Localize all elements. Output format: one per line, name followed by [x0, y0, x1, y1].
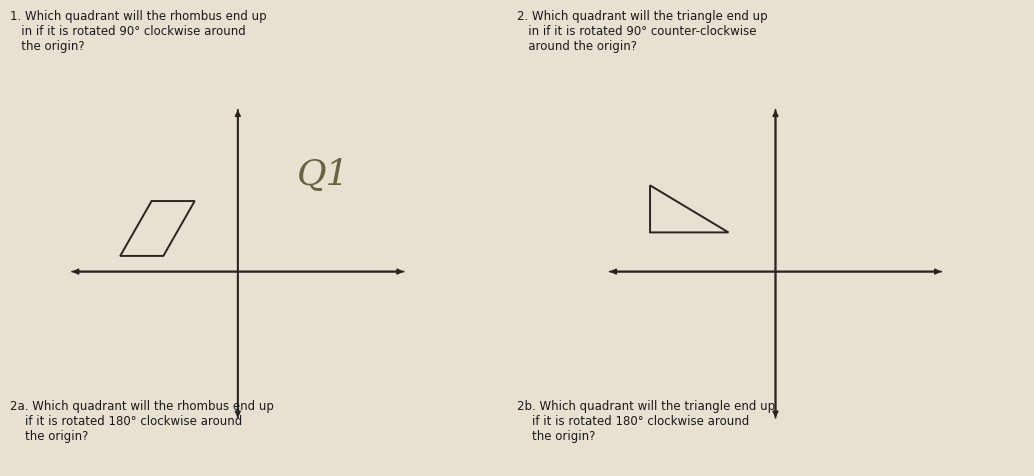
- Text: 2a. Which quadrant will the rhombus end up
    if it is rotated 180° clockwise a: 2a. Which quadrant will the rhombus end …: [10, 400, 274, 443]
- Text: 1. Which quadrant will the rhombus end up
   in if it is rotated 90° clockwise a: 1. Which quadrant will the rhombus end u…: [10, 10, 267, 52]
- Text: Q1: Q1: [297, 159, 349, 192]
- Text: 2. Which quadrant will the triangle end up
   in if it is rotated 90° counter-cl: 2. Which quadrant will the triangle end …: [517, 10, 767, 52]
- Text: 2b. Which quadrant will the triangle end up
    if it is rotated 180° clockwise : 2b. Which quadrant will the triangle end…: [517, 400, 776, 443]
